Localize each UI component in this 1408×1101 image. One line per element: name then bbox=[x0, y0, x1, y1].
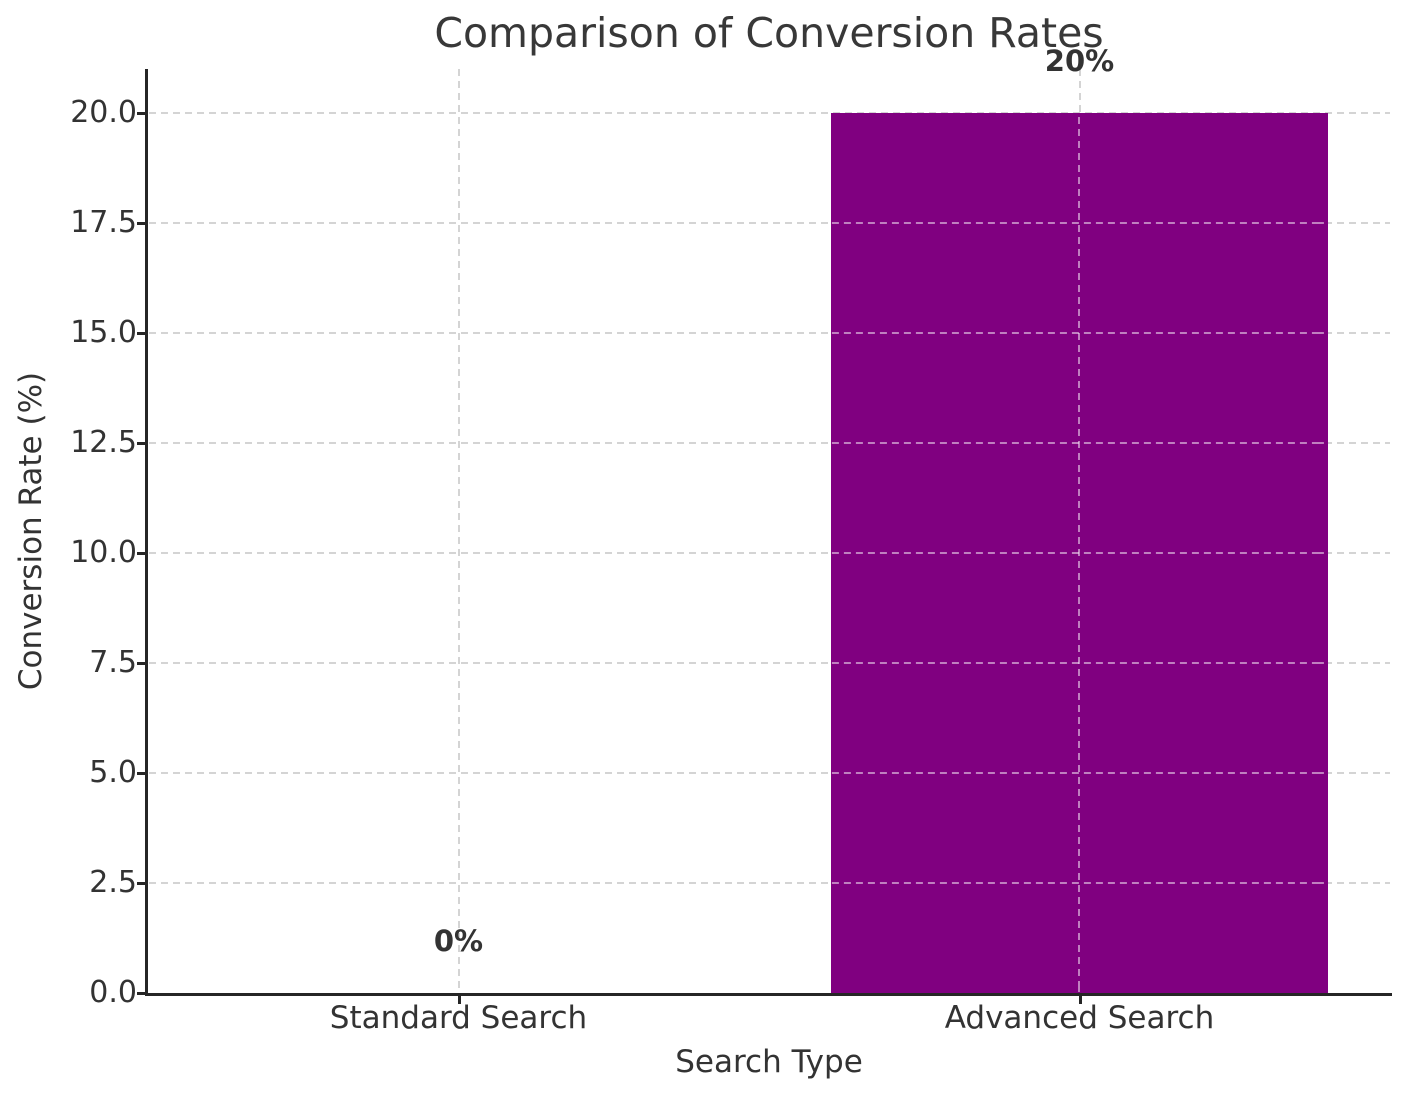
x-tick bbox=[1078, 996, 1082, 1004]
y-gridline bbox=[149, 332, 1390, 334]
y-tick bbox=[137, 442, 145, 445]
bar-value-label: 20% bbox=[1044, 44, 1115, 78]
y-tick-label: 7.5 bbox=[89, 645, 137, 680]
y-tick-label: 17.5 bbox=[70, 205, 137, 240]
y-gridline bbox=[149, 222, 1390, 224]
x-gridline bbox=[457, 69, 460, 993]
y-tick bbox=[137, 992, 145, 995]
y-gridline bbox=[149, 552, 1390, 554]
x-gridline-over-bar bbox=[1078, 113, 1081, 993]
bar bbox=[831, 113, 1328, 993]
y-tick bbox=[137, 222, 145, 225]
y-gridline bbox=[149, 442, 1390, 444]
y-tick-label: 5.0 bbox=[89, 755, 137, 790]
x-axis-label: Search Type bbox=[675, 1044, 863, 1080]
y-tick-label: 10.0 bbox=[70, 535, 137, 570]
y-axis-label: Conversion Rate (%) bbox=[13, 371, 49, 691]
y-gridline bbox=[149, 112, 1390, 114]
x-axis-spine bbox=[145, 993, 1392, 996]
y-tick bbox=[137, 112, 145, 115]
y-gridline bbox=[149, 662, 1390, 664]
y-gridline bbox=[149, 772, 1390, 774]
y-tick-label: 12.5 bbox=[70, 425, 137, 460]
x-tick bbox=[457, 996, 461, 1004]
y-tick-label: 0.0 bbox=[89, 975, 137, 1010]
y-tick-label: 15.0 bbox=[70, 315, 137, 350]
x-tick-label: Standard Search bbox=[329, 1000, 588, 1036]
y-tick-label: 2.5 bbox=[89, 865, 137, 900]
x-tick-label: Advanced Search bbox=[944, 1000, 1215, 1036]
y-tick bbox=[137, 772, 145, 775]
y-tick bbox=[137, 332, 145, 335]
bar-value-label: 0% bbox=[433, 924, 484, 958]
chart-title: Comparison of Conversion Rates bbox=[434, 9, 1104, 57]
y-tick bbox=[137, 662, 145, 665]
y-tick bbox=[137, 882, 145, 885]
y-axis-spine bbox=[145, 69, 148, 996]
y-tick bbox=[137, 552, 145, 555]
y-gridline bbox=[149, 882, 1390, 884]
y-tick-label: 20.0 bbox=[70, 95, 137, 130]
